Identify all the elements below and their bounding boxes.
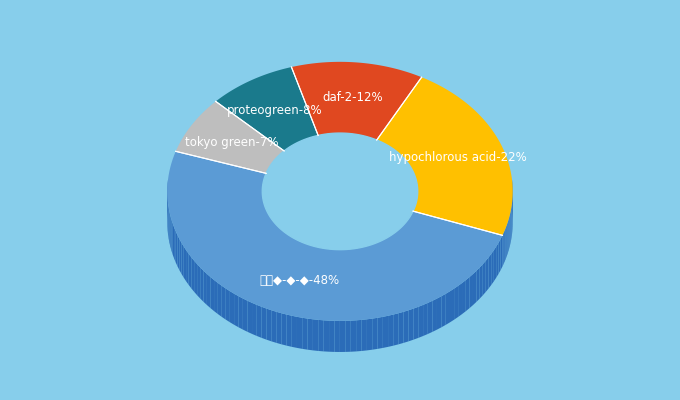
Polygon shape <box>477 268 479 302</box>
Polygon shape <box>496 243 498 278</box>
Polygon shape <box>494 247 496 281</box>
Polygon shape <box>367 319 372 350</box>
Polygon shape <box>267 308 271 341</box>
Polygon shape <box>286 314 292 347</box>
Polygon shape <box>188 254 191 288</box>
Polygon shape <box>505 226 506 259</box>
Polygon shape <box>230 291 234 325</box>
Polygon shape <box>500 235 503 270</box>
Polygon shape <box>210 277 214 311</box>
Text: hypochlorous acid-22%: hypochlorous acid-22% <box>389 151 526 164</box>
Polygon shape <box>282 313 286 346</box>
Polygon shape <box>222 286 226 320</box>
Polygon shape <box>175 231 177 266</box>
Polygon shape <box>383 316 388 348</box>
Polygon shape <box>177 235 180 270</box>
Text: 五棱◆-◆-◆-48%: 五棱◆-◆-◆-48% <box>259 274 339 287</box>
Polygon shape <box>271 310 276 343</box>
Polygon shape <box>372 318 377 350</box>
Polygon shape <box>180 239 182 274</box>
Polygon shape <box>398 312 403 344</box>
Polygon shape <box>167 151 503 321</box>
Polygon shape <box>462 280 466 314</box>
Polygon shape <box>239 296 243 330</box>
Polygon shape <box>483 261 486 295</box>
Polygon shape <box>432 298 437 332</box>
Polygon shape <box>418 305 423 338</box>
Text: tokyo green-7%: tokyo green-7% <box>185 136 279 149</box>
Polygon shape <box>377 77 513 235</box>
Polygon shape <box>194 261 197 295</box>
Polygon shape <box>214 280 218 314</box>
Polygon shape <box>423 303 428 336</box>
Polygon shape <box>171 220 173 255</box>
Polygon shape <box>297 317 302 349</box>
Polygon shape <box>252 303 257 336</box>
Polygon shape <box>329 321 335 352</box>
Polygon shape <box>504 230 505 263</box>
Polygon shape <box>175 102 284 173</box>
Polygon shape <box>345 321 351 352</box>
Polygon shape <box>454 286 458 320</box>
Polygon shape <box>335 321 340 352</box>
Polygon shape <box>441 294 446 327</box>
Polygon shape <box>200 268 203 302</box>
Polygon shape <box>173 224 174 258</box>
Polygon shape <box>340 321 345 352</box>
Polygon shape <box>262 133 418 250</box>
Polygon shape <box>356 320 362 352</box>
Polygon shape <box>437 296 441 330</box>
Polygon shape <box>174 228 175 262</box>
Polygon shape <box>226 288 230 322</box>
Polygon shape <box>413 307 418 340</box>
Polygon shape <box>503 232 504 265</box>
Polygon shape <box>276 312 282 344</box>
Polygon shape <box>207 274 210 308</box>
Text: proteogreen-8%: proteogreen-8% <box>227 104 322 117</box>
Polygon shape <box>498 239 500 274</box>
Polygon shape <box>307 318 313 350</box>
Polygon shape <box>469 274 473 308</box>
Polygon shape <box>446 291 450 325</box>
Polygon shape <box>428 301 432 334</box>
Polygon shape <box>203 271 207 305</box>
Polygon shape <box>388 314 393 347</box>
Polygon shape <box>466 277 469 311</box>
Polygon shape <box>488 254 491 288</box>
Polygon shape <box>262 307 267 340</box>
Polygon shape <box>473 271 477 305</box>
Polygon shape <box>197 264 200 298</box>
Polygon shape <box>248 301 252 334</box>
Polygon shape <box>362 319 367 351</box>
Polygon shape <box>486 258 488 292</box>
Polygon shape <box>257 305 262 338</box>
Polygon shape <box>292 316 297 348</box>
Polygon shape <box>491 250 494 285</box>
Polygon shape <box>318 320 324 351</box>
Polygon shape <box>458 283 462 317</box>
Polygon shape <box>184 246 186 281</box>
Polygon shape <box>169 212 171 247</box>
Polygon shape <box>450 288 454 322</box>
Polygon shape <box>234 294 239 327</box>
Polygon shape <box>191 257 194 292</box>
Polygon shape <box>393 313 398 346</box>
Polygon shape <box>479 264 483 299</box>
Polygon shape <box>182 243 184 278</box>
Polygon shape <box>324 320 329 352</box>
Polygon shape <box>243 298 248 332</box>
Polygon shape <box>292 62 422 140</box>
Polygon shape <box>218 283 222 317</box>
Polygon shape <box>313 319 318 351</box>
Polygon shape <box>302 318 307 350</box>
Polygon shape <box>377 317 383 349</box>
Polygon shape <box>186 250 188 285</box>
Polygon shape <box>409 309 413 341</box>
Polygon shape <box>351 320 356 352</box>
Polygon shape <box>403 310 409 343</box>
Polygon shape <box>216 67 318 151</box>
Text: daf-2-12%: daf-2-12% <box>323 91 384 104</box>
